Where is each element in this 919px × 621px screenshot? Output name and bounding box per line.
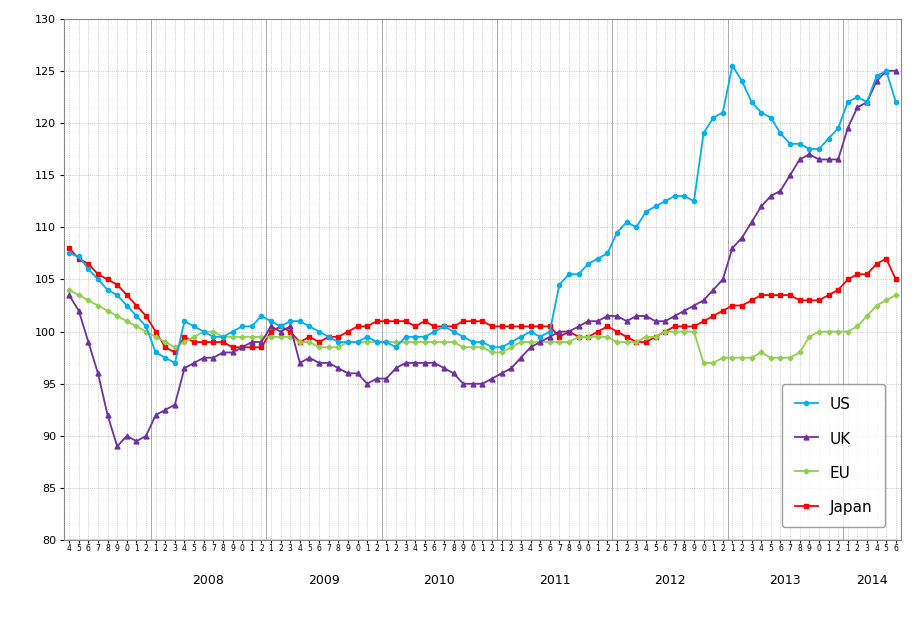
Line: Japan: Japan <box>67 246 898 355</box>
US <box>255 312 267 320</box>
Text: 2010: 2010 <box>424 574 455 587</box>
UK <box>880 67 891 75</box>
EU <box>410 338 421 346</box>
EU <box>891 291 902 299</box>
EU <box>199 328 210 335</box>
Text: 2013: 2013 <box>769 574 801 587</box>
Line: UK: UK <box>67 68 898 449</box>
UK <box>419 359 430 366</box>
Text: 2008: 2008 <box>193 574 224 587</box>
UK <box>63 291 74 299</box>
US <box>63 250 74 257</box>
Japan <box>313 338 324 346</box>
US <box>419 333 430 340</box>
Japan <box>63 245 74 252</box>
Line: US: US <box>67 63 898 365</box>
Line: EU: EU <box>67 288 898 365</box>
US <box>208 333 219 340</box>
US <box>891 98 902 106</box>
UK <box>208 354 219 361</box>
Japan <box>208 338 219 346</box>
Japan <box>891 276 902 283</box>
EU <box>698 359 709 366</box>
Legend: US, UK, EU, Japan: US, UK, EU, Japan <box>782 384 885 527</box>
US <box>169 359 180 366</box>
UK <box>313 359 324 366</box>
US <box>486 343 497 351</box>
Japan <box>169 349 180 356</box>
EU <box>304 338 315 346</box>
Japan <box>255 343 267 351</box>
EU <box>246 333 257 340</box>
US <box>755 109 766 116</box>
UK <box>112 443 123 450</box>
Japan <box>419 317 430 325</box>
Text: 2009: 2009 <box>308 574 340 587</box>
EU <box>746 354 757 361</box>
UK <box>486 375 497 383</box>
EU <box>477 343 488 351</box>
UK <box>746 219 757 226</box>
UK <box>255 338 267 346</box>
Text: 2011: 2011 <box>539 574 571 587</box>
Japan <box>746 297 757 304</box>
EU <box>63 286 74 294</box>
US <box>313 328 324 335</box>
Text: 2014: 2014 <box>856 574 888 587</box>
US <box>727 62 738 70</box>
Text: 2012: 2012 <box>654 574 686 587</box>
Japan <box>486 323 497 330</box>
Text: Residential Price Index (Japan, US, UK, EU): Residential Price Index (Japan, US, UK, … <box>11 22 445 40</box>
UK <box>891 67 902 75</box>
